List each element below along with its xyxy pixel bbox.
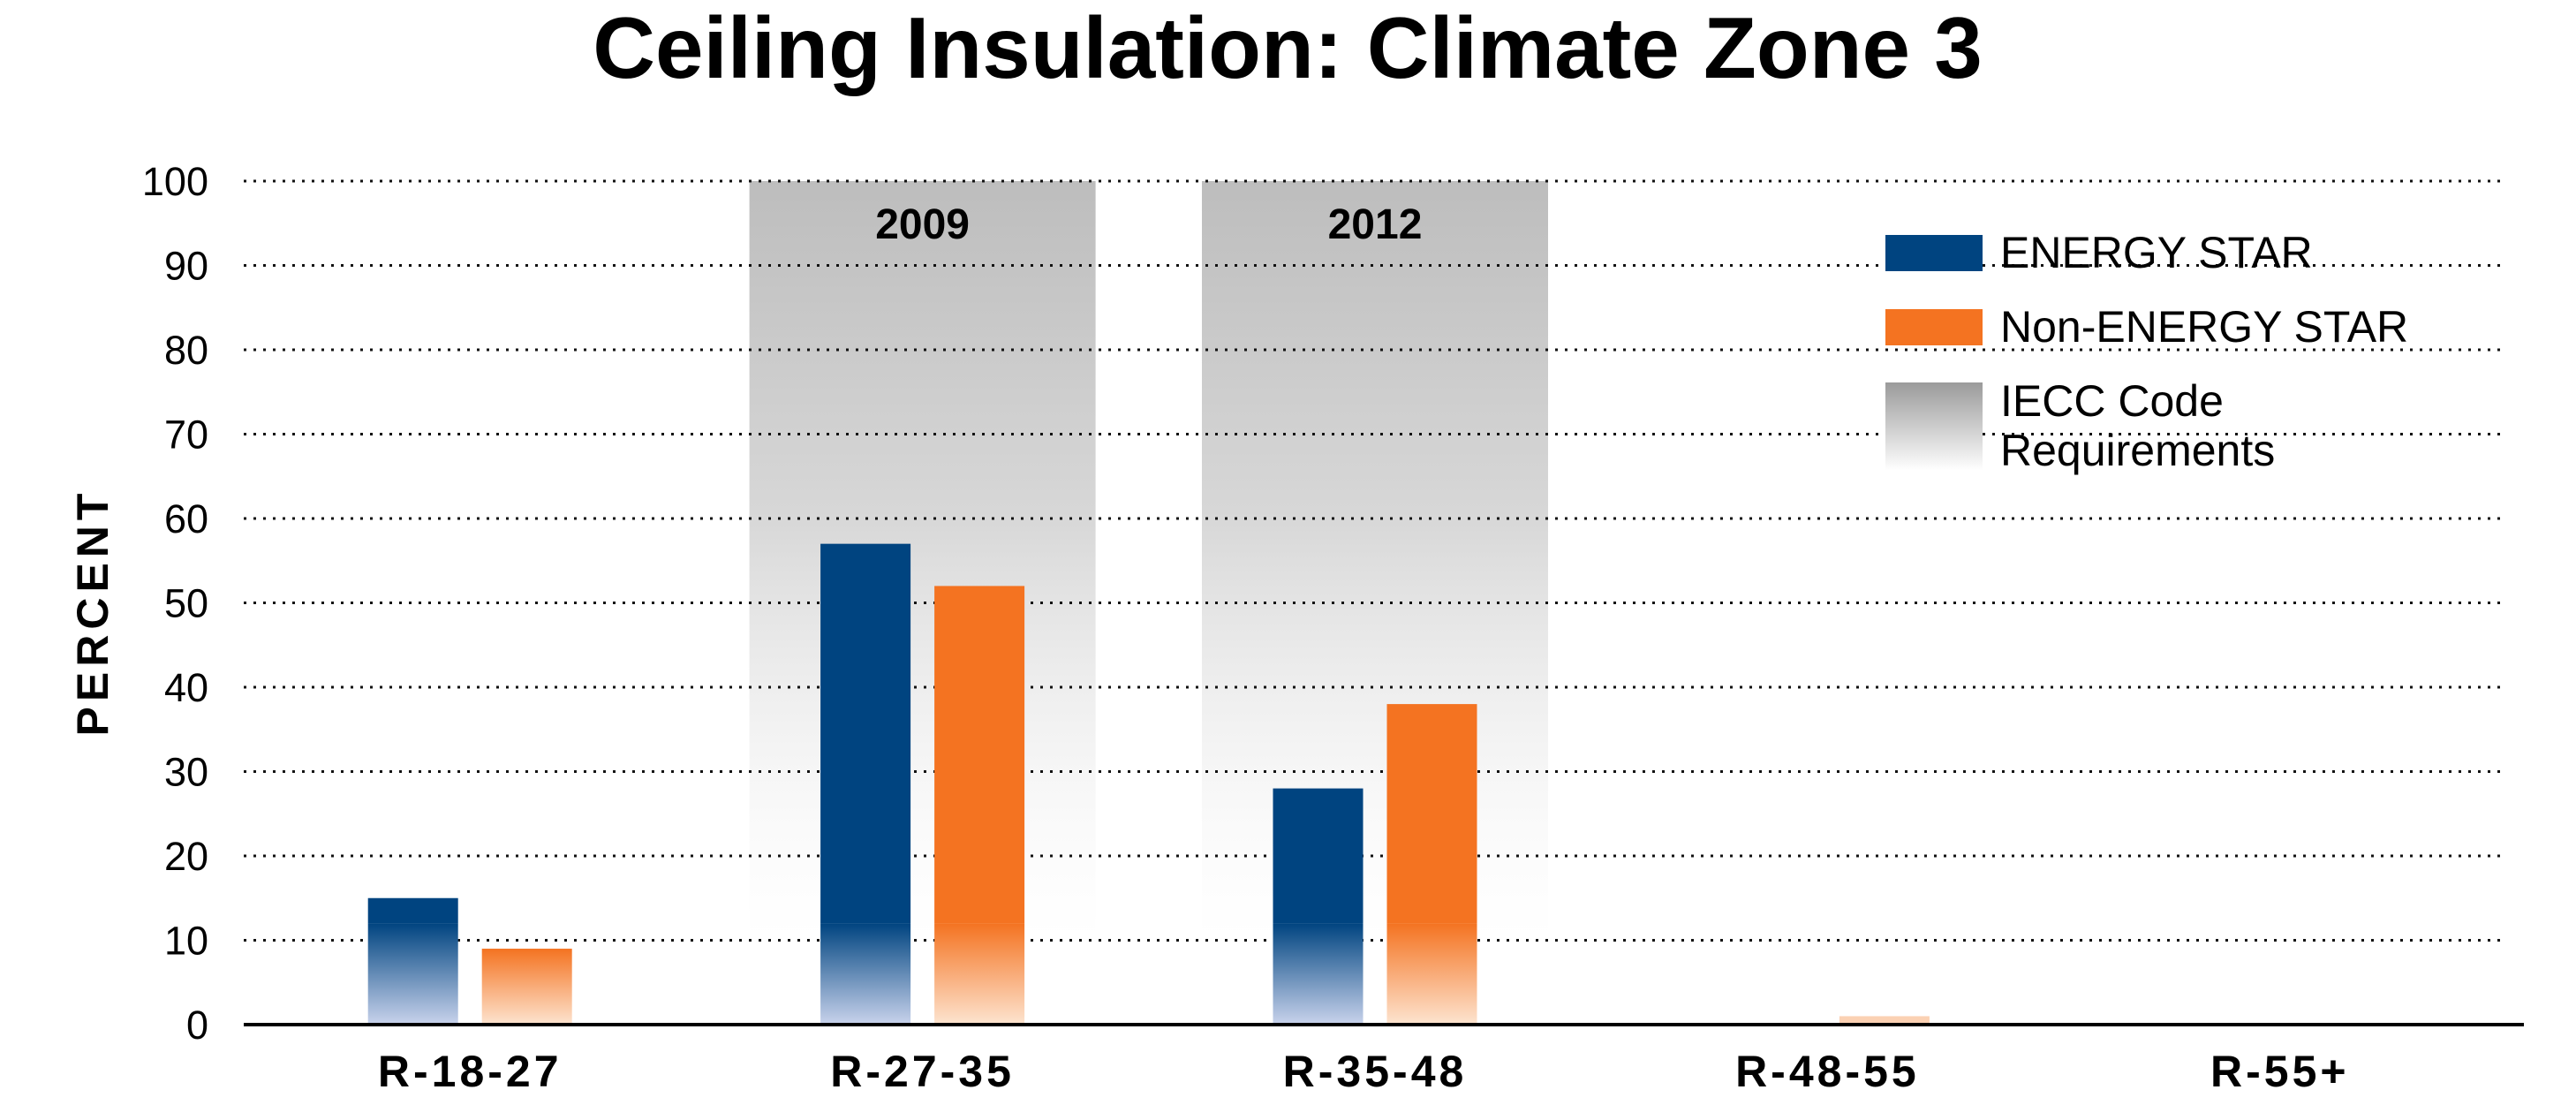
bar-non-energy-star-r-18-27 bbox=[481, 949, 572, 1025]
legend-label: IECC Code bbox=[2000, 376, 2224, 426]
code-requirement-bands: 2009 2012 bbox=[749, 181, 1548, 941]
legend-label: ENERGY STAR bbox=[2000, 228, 2313, 277]
bar-fade bbox=[820, 923, 911, 1025]
x-tick-label: R-27-35 bbox=[830, 1047, 1015, 1096]
y-tick-label: 30 bbox=[164, 750, 208, 795]
bar-fade bbox=[1386, 923, 1477, 1025]
y-tick-label: 20 bbox=[164, 834, 208, 879]
code-band-label: 2012 bbox=[1328, 201, 1423, 248]
bar-solid bbox=[934, 586, 1025, 924]
y-axis-label: PERCENT bbox=[68, 488, 117, 737]
legend-label: Non-ENERGY STAR bbox=[2000, 302, 2408, 352]
bar-solid bbox=[820, 543, 911, 924]
axes: R-18-27 R-27-35 R-35-48 R-48-55 R-55+ bbox=[244, 1023, 2524, 1096]
bar-non-energy-star-r-35-48 bbox=[1386, 704, 1477, 1025]
x-tick-label: R-55+ bbox=[2210, 1047, 2350, 1096]
y-tick-label: 40 bbox=[164, 665, 208, 710]
x-tick-label: R-18-27 bbox=[378, 1047, 563, 1096]
legend-label: Requirements bbox=[2000, 426, 2275, 475]
y-tick-label: 70 bbox=[164, 412, 208, 458]
legend-swatch-non-energy-star bbox=[1885, 309, 1983, 345]
x-tick-label: R-35-48 bbox=[1283, 1047, 1468, 1096]
legend-swatch-iecc bbox=[1885, 382, 1983, 471]
bar-fade bbox=[367, 923, 458, 1025]
chart-title: Ceiling Insulation: Climate Zone 3 bbox=[593, 0, 1983, 96]
y-tick-label: 100 bbox=[142, 159, 208, 204]
code-band-2012 bbox=[1202, 181, 1548, 941]
y-tick-label: 10 bbox=[164, 919, 208, 964]
legend: ENERGY STAR Non-ENERGY STAR IECC CodeRequi… bbox=[1885, 228, 2408, 475]
gridlines: 0 10 20 30 40 50 60 70 80 90 100 bbox=[142, 159, 2506, 1048]
bar-energy-star-r-35-48 bbox=[1273, 788, 1364, 1025]
bar-solid bbox=[367, 897, 458, 924]
bar-energy-star-r-18-27 bbox=[367, 897, 458, 1025]
bar-fade bbox=[1839, 1016, 1930, 1025]
legend-swatch-energy-star bbox=[1885, 235, 1983, 271]
y-tick-label: 90 bbox=[164, 244, 208, 289]
code-band-2009 bbox=[749, 181, 1096, 941]
bar-non-energy-star-r-48-55 bbox=[1839, 1016, 1930, 1025]
bar-energy-star-r-27-35 bbox=[820, 543, 911, 1025]
bar-fade bbox=[1273, 923, 1364, 1025]
bar-solid bbox=[1273, 788, 1364, 924]
bars bbox=[367, 543, 1930, 1025]
y-tick-label: 60 bbox=[164, 496, 208, 541]
bar-solid bbox=[1386, 704, 1477, 924]
y-tick-label: 0 bbox=[186, 1003, 208, 1048]
bar-fade bbox=[481, 949, 572, 1025]
bar-non-energy-star-r-27-35 bbox=[934, 586, 1025, 1025]
y-tick-label: 80 bbox=[164, 328, 208, 373]
bar-fade bbox=[934, 923, 1025, 1025]
y-tick-label: 50 bbox=[164, 581, 208, 626]
code-band-label: 2009 bbox=[875, 201, 970, 248]
x-tick-label: R-48-55 bbox=[1735, 1047, 1920, 1096]
